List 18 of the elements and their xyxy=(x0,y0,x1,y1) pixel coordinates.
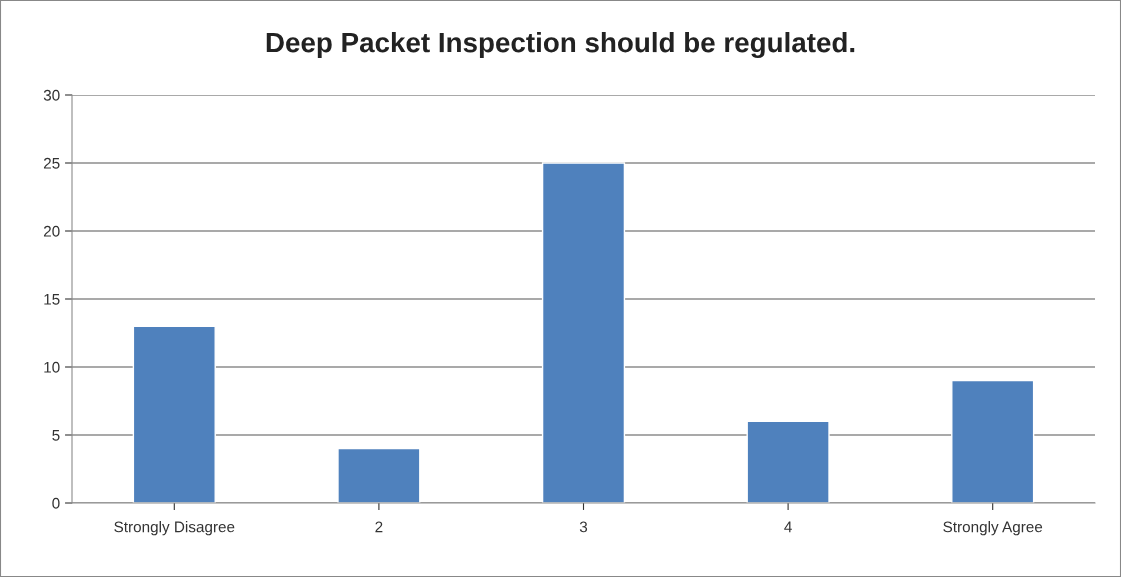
bar xyxy=(951,379,1035,503)
x-tick-label: 4 xyxy=(784,521,792,533)
chart-title: Deep Packet Inspection should be regulated. xyxy=(266,31,855,59)
x-tick-label: Strongly Disagree xyxy=(114,521,235,536)
x-tick-label: 2 xyxy=(375,521,383,533)
bar xyxy=(337,447,421,503)
y-tick-label: 0 xyxy=(52,497,60,509)
bar xyxy=(541,162,626,503)
y-tick-label: 5 xyxy=(52,430,60,441)
y-tick-label: 25 xyxy=(43,157,60,169)
x-tick-label: 3 xyxy=(579,521,588,533)
y-tick-label: 30 xyxy=(43,89,60,101)
bar xyxy=(132,325,216,503)
y-tick-label: 10 xyxy=(44,361,60,373)
y-tick-label: 20 xyxy=(43,225,60,237)
y-tick-label: 15 xyxy=(44,294,60,305)
x-tick-label: Strongly Agree xyxy=(943,521,1043,536)
bar xyxy=(746,420,830,503)
